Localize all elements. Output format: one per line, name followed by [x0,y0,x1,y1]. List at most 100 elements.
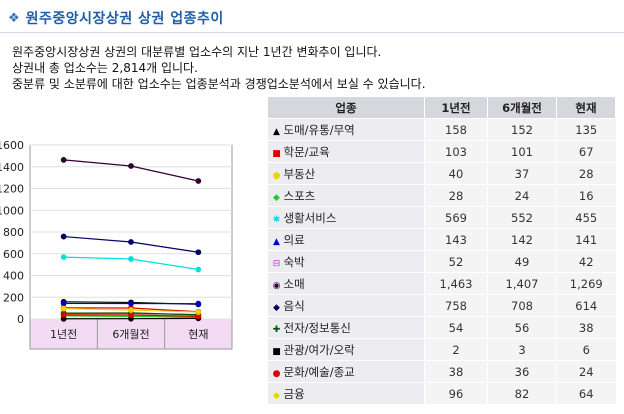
row-value-6m: 36 [487,360,557,383]
row-category-label: 생활서비스 [283,210,337,225]
diamond-bullet-icon: ❖ [8,10,20,26]
table-row: ▲ 의료 143 142 141 [267,228,616,251]
table-row: ◆ 음식 758 708 614 [267,294,616,317]
row-value-1y: 1,463 [424,272,488,295]
row-value-1y: 28 [424,184,488,207]
legend-marker-icon: ✚ [272,324,281,335]
x-axis-band [29,318,233,350]
row-value-1y: 758 [424,294,488,317]
row-value-6m: 3 [487,338,557,361]
header-divider [0,32,624,33]
table-row: ● 부동산 40 37 28 [267,162,616,185]
row-value-now: 42 [556,250,616,273]
row-category: ▲ 의료 [267,228,425,251]
data-point [60,233,67,240]
row-category: ◆ 음식 [267,294,425,317]
legend-marker-icon: ◉ [272,280,281,291]
row-value-6m: 82 [487,382,557,405]
row-category: ✱ 생활서비스 [267,206,425,229]
data-point [60,300,67,307]
row-category-label: 학문/교육 [283,144,330,159]
row-category: ◆ 금융 [267,382,425,405]
data-point [128,163,134,169]
row-value-6m: 56 [487,316,557,339]
row-category: ▲ 도매/유통/무역 [267,118,425,141]
y-tick-label: 600 [3,248,24,261]
row-value-6m: 142 [487,228,557,251]
data-point [60,254,67,261]
row-category: ⊟ 숙박 [267,250,425,273]
row-value-now: 64 [556,382,616,405]
col-header-1y: 1년전 [424,96,488,119]
description-line-3: 중분류 및 소분류에 대한 업소수는 업종분석과 경쟁업소분석에서 보실 수 있… [12,77,426,91]
row-value-1y: 2 [424,338,488,361]
data-point [195,266,202,273]
row-value-6m: 1,407 [487,272,557,295]
row-value-6m: 152 [487,118,557,141]
row-value-6m: 552 [487,206,557,229]
row-value-6m: 49 [487,250,557,273]
row-category-label: 음식 [283,298,305,313]
row-value-1y: 40 [424,162,488,185]
row-category: ✚ 전자/정보통신 [267,316,425,339]
row-category: ● 부동산 [267,162,425,185]
table-row: ■ 관광/여가/오락 2 3 6 [267,338,616,361]
row-value-6m: 101 [487,140,557,163]
row-value-now: 16 [556,184,616,207]
table-row: ◆ 스포츠 28 24 16 [267,184,616,207]
legend-marker-icon: ▲ [273,126,280,137]
row-category: ◆ 스포츠 [267,184,425,207]
col-header-category: 업종 [267,96,425,119]
y-tick-label: 1200 [0,183,24,196]
data-point [60,311,67,318]
row-value-now: 455 [556,206,616,229]
category-table: 업종 1년전 6개월전 현재 ▲ 도매/유통/무역 158 152 135 ■ 학문/교육 1… [267,96,616,405]
row-value-now: 141 [556,228,616,251]
description: 원주중앙시장상권 상권의 대분류별 업소수의 지난 1년간 변화추이 입니다. … [12,44,426,92]
row-value-now: 6 [556,338,616,361]
description-line-2: 상권내 총 업소수는 2,814개 입니다. [12,61,198,75]
row-value-now: 28 [556,162,616,185]
row-category: ■ 학문/교육 [267,140,425,163]
table-row: ● 문화/예술/종교 38 36 24 [267,360,616,383]
row-value-1y: 158 [424,118,488,141]
legend-marker-icon: ■ [272,346,281,357]
row-value-1y: 103 [424,140,488,163]
y-tick-label: 0 [17,313,24,326]
table-row: ⊟ 숙박 52 49 42 [267,250,616,273]
legend-marker-icon: ◆ [273,192,280,203]
y-tick-label: 200 [3,291,24,304]
x-tick-label: 1년전 [50,328,77,341]
y-tick-label: 1400 [0,161,24,174]
legend-marker-icon: ⊟ [272,258,281,269]
table-row: ✱ 생활서비스 569 552 455 [267,206,616,229]
row-category: ◉ 소매 [267,272,425,295]
row-value-6m: 708 [487,294,557,317]
row-value-6m: 24 [487,184,557,207]
trend-chart-svg: 0 200 400 600 800 1000 1200 1400 1600 1년전 6개월전 현재 [0,139,233,350]
table-row: ✚ 전자/정보통신 54 56 38 [267,316,616,339]
row-value-1y: 52 [424,250,488,273]
data-point [128,300,134,307]
row-category-label: 스포츠 [283,188,316,203]
row-value-1y: 38 [424,360,488,383]
row-value-now: 38 [556,316,616,339]
data-point [195,249,202,256]
table-row: ▲ 도매/유통/무역 158 152 135 [267,118,616,141]
data-point [128,307,134,313]
row-category-label: 숙박 [283,254,305,269]
row-value-1y: 54 [424,316,488,339]
legend-marker-icon: ▲ [273,236,280,247]
data-point [195,178,202,184]
row-category-label: 금융 [283,386,305,401]
table-header-row: 업종 1년전 6개월전 현재 [267,96,616,119]
y-tick-label: 1000 [0,204,24,217]
y-tick-label: 400 [3,270,24,283]
data-point [128,256,134,262]
data-point [128,312,134,318]
data-point [195,300,202,307]
row-value-now: 67 [556,140,616,163]
table-row: ■ 학문/교육 103 101 67 [267,140,616,163]
description-line-1: 원주중앙시장상권 상권의 대분류별 업소수의 지난 1년간 변화추이 입니다. [12,45,382,59]
row-category: ■ 관광/여가/오락 [267,338,425,361]
